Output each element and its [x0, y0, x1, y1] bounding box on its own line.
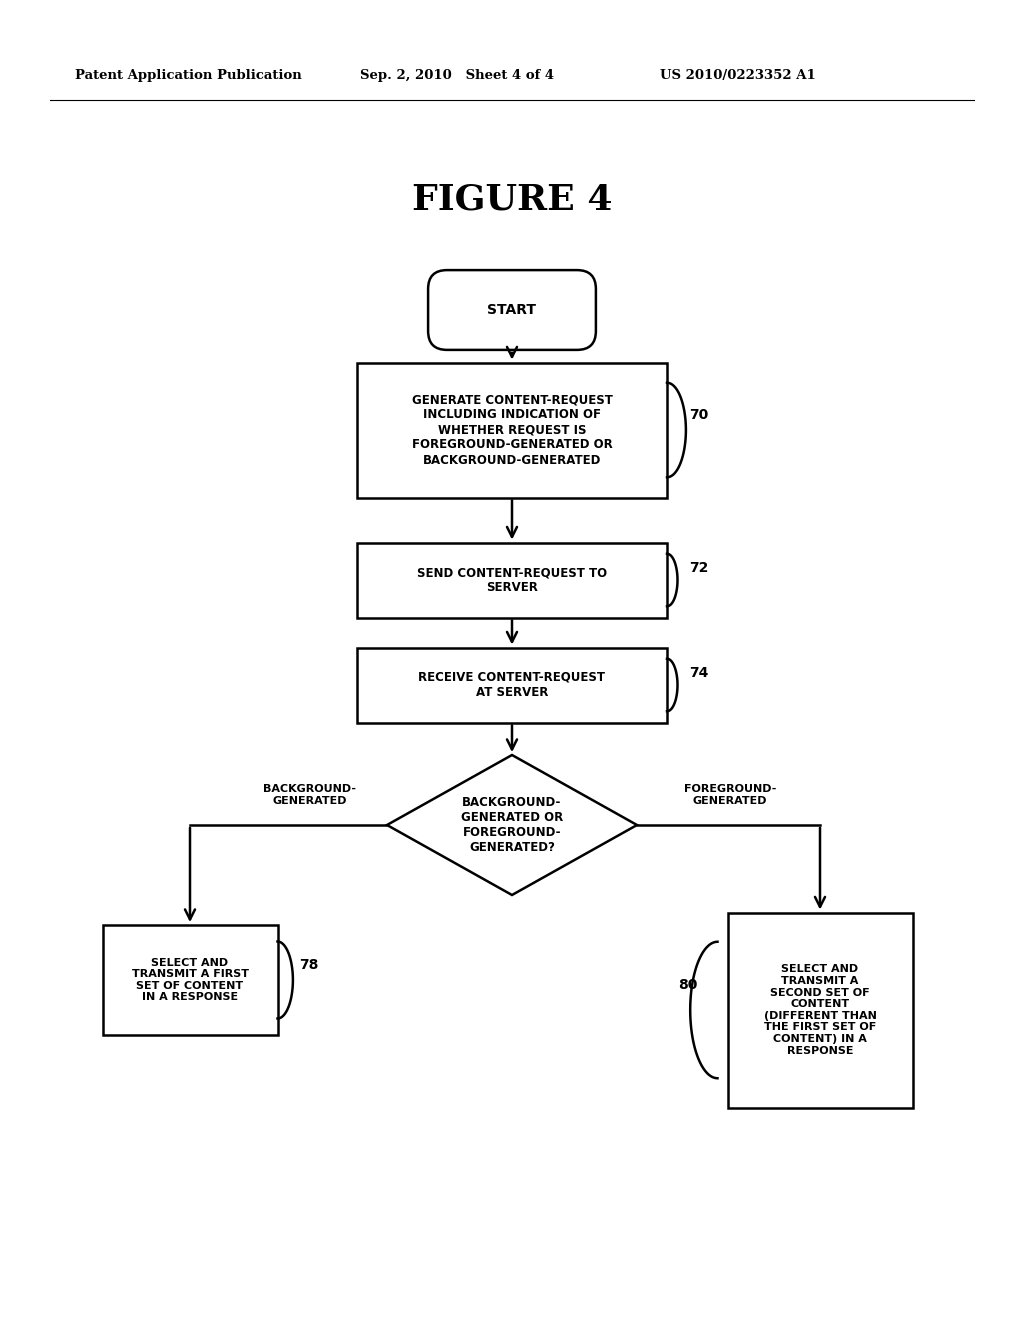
Text: FIGURE 4: FIGURE 4 — [412, 183, 612, 216]
FancyBboxPatch shape — [428, 271, 596, 350]
Text: SELECT AND
TRANSMIT A
SECOND SET OF
CONTENT
(DIFFERENT THAN
THE FIRST SET OF
CON: SELECT AND TRANSMIT A SECOND SET OF CONT… — [764, 965, 877, 1056]
Text: 78: 78 — [299, 958, 318, 972]
Text: US 2010/0223352 A1: US 2010/0223352 A1 — [660, 69, 816, 82]
Text: 72: 72 — [689, 561, 709, 576]
Polygon shape — [387, 755, 637, 895]
Text: BACKGROUND-
GENERATED: BACKGROUND- GENERATED — [263, 784, 356, 805]
Text: RECEIVE CONTENT-REQUEST
AT SERVER: RECEIVE CONTENT-REQUEST AT SERVER — [419, 671, 605, 700]
FancyBboxPatch shape — [357, 648, 667, 722]
Text: Sep. 2, 2010   Sheet 4 of 4: Sep. 2, 2010 Sheet 4 of 4 — [360, 69, 554, 82]
Text: START: START — [487, 304, 537, 317]
FancyBboxPatch shape — [727, 912, 912, 1107]
FancyBboxPatch shape — [357, 543, 667, 618]
FancyBboxPatch shape — [102, 925, 278, 1035]
Text: 74: 74 — [689, 667, 709, 680]
Text: 70: 70 — [689, 408, 709, 422]
Text: 80: 80 — [678, 978, 697, 993]
Text: GENERATE CONTENT-REQUEST
INCLUDING INDICATION OF
WHETHER REQUEST IS
FOREGROUND-G: GENERATE CONTENT-REQUEST INCLUDING INDIC… — [412, 393, 612, 466]
Text: Patent Application Publication: Patent Application Publication — [75, 69, 302, 82]
Text: FOREGROUND-
GENERATED: FOREGROUND- GENERATED — [684, 784, 776, 805]
FancyBboxPatch shape — [357, 363, 667, 498]
Text: SEND CONTENT-REQUEST TO
SERVER: SEND CONTENT-REQUEST TO SERVER — [417, 566, 607, 594]
Text: SELECT AND
TRANSMIT A FIRST
SET OF CONTENT
IN A RESPONSE: SELECT AND TRANSMIT A FIRST SET OF CONTE… — [131, 957, 249, 1002]
Text: BACKGROUND-
GENERATED OR
FOREGROUND-
GENERATED?: BACKGROUND- GENERATED OR FOREGROUND- GEN… — [461, 796, 563, 854]
